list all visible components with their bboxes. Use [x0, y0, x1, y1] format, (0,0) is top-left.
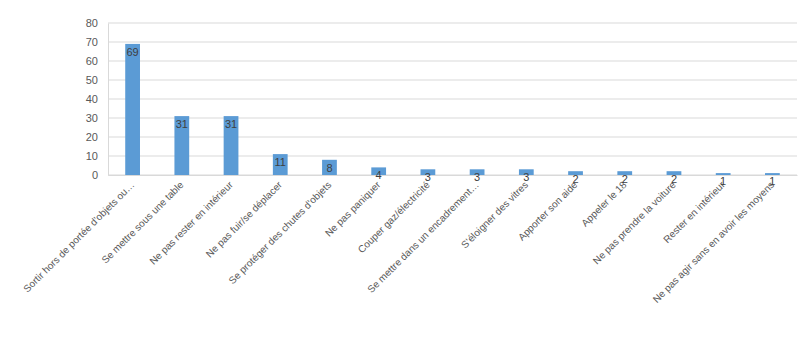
data-label: 2	[622, 173, 628, 185]
grid-line	[108, 156, 797, 157]
x-tick-label: Se protéger des chutes d'objets	[226, 179, 333, 286]
x-tick: Ne pas rester en intérieur	[147, 175, 235, 267]
bar	[322, 160, 337, 175]
y-tick-label: 20	[86, 131, 98, 143]
chart: 0 10 20 30 40 50 60 70 80 Sortir hors de portée d…	[0, 0, 799, 339]
data-label: 2	[671, 173, 677, 185]
x-tick-label: Appeler le 18	[579, 179, 629, 229]
y-axis-line	[108, 24, 109, 176]
x-tick-label: Apporter son aide	[516, 179, 580, 243]
grid-line	[108, 137, 797, 138]
data-label: 4	[376, 169, 382, 181]
y-tick-label: 70	[86, 36, 98, 48]
y-tick: 50	[86, 74, 108, 86]
x-tick: Se protéger des chutes d'objets	[226, 175, 333, 286]
data-label: 2	[572, 173, 578, 185]
x-axis: Sortir hors de portée d'objets ou…Se met…	[21, 175, 797, 305]
grid-line	[108, 175, 797, 176]
data-label: 1	[720, 175, 726, 187]
x-tick-label: Ne pas prendre la voiture	[591, 179, 678, 266]
x-axis-line	[109, 175, 798, 176]
y-tick-label: 0	[92, 169, 98, 181]
x-tick: Ne pas prendre la voiture	[591, 175, 678, 266]
x-tick-label: Ne pas agir sans en avoir les moyens	[651, 179, 777, 305]
data-label: 1	[769, 175, 775, 187]
grid	[108, 23, 797, 175]
grid-line	[108, 23, 797, 24]
data-label: 69	[126, 46, 138, 58]
bar	[224, 116, 239, 175]
data-label: 3	[474, 171, 480, 183]
y-tick: 30	[86, 112, 108, 124]
y-tick: 80	[86, 17, 108, 29]
data-label: 3	[523, 171, 529, 183]
y-tick-label: 40	[86, 93, 98, 105]
y-tick-label: 10	[86, 150, 98, 162]
grid-line	[108, 99, 797, 100]
y-tick: 60	[86, 55, 108, 67]
y-tick-label: 30	[86, 112, 98, 124]
data-label: 8	[326, 162, 332, 174]
bars	[125, 44, 780, 175]
x-tick: Apporter son aide	[516, 175, 580, 243]
y-axis: 0 10 20 30 40 50 60 70 80	[86, 17, 109, 181]
x-tick: Se mettre dans un encadrement…	[365, 175, 481, 295]
y-tick-label: 60	[86, 55, 98, 67]
x-tick-label: Ne pas rester en intérieur	[147, 179, 235, 267]
y-tick: 70	[86, 36, 108, 48]
grid-line	[108, 118, 797, 119]
grid-line	[108, 61, 797, 62]
bar	[273, 154, 288, 175]
bar	[174, 116, 189, 175]
x-tick: Ne pas agir sans en avoir les moyens	[651, 175, 777, 305]
y-tick: 0	[92, 169, 108, 181]
grid-line	[108, 80, 797, 81]
data-label: 11	[275, 156, 286, 168]
x-tick: Sortir hors de portée d'objets ou…	[21, 175, 136, 294]
y-tick: 20	[86, 131, 108, 143]
y-tick-label: 80	[86, 17, 98, 29]
y-tick: 40	[86, 93, 108, 105]
data-label: 3	[425, 171, 431, 183]
data-labels: 693131118433322211	[126, 46, 775, 187]
grid-line	[108, 42, 797, 43]
data-label: 31	[176, 118, 188, 130]
bar	[125, 44, 140, 175]
data-label: 31	[225, 118, 237, 130]
x-tick: Se mettre sous une table	[99, 175, 186, 266]
y-tick-label: 50	[86, 74, 98, 86]
x-tick-label: Se mettre sous une table	[99, 179, 186, 266]
y-tick: 10	[86, 150, 108, 162]
